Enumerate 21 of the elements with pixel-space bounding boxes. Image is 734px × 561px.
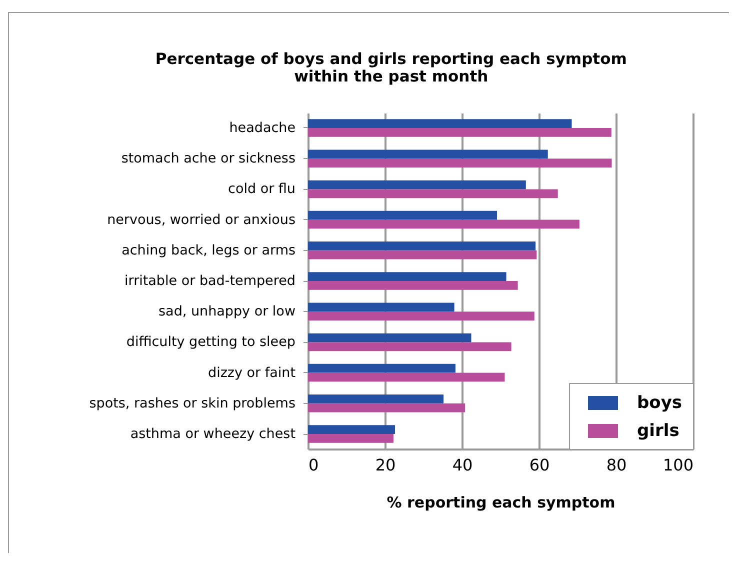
legend-label: girls — [637, 421, 680, 441]
y-tick-label: irritable or bad-tempered — [124, 273, 296, 289]
x-tick-label: 80 — [606, 456, 627, 474]
y-tick-label: asthma or wheezy chest — [130, 426, 296, 442]
x-tick-label: 0 — [308, 456, 319, 474]
y-tick-label: stomach ache or sickness — [121, 150, 296, 167]
x-tick-label: 40 — [452, 456, 473, 474]
chart-title: Percentage of boys and girls reporting each symptom within the past month — [155, 50, 627, 86]
y-tick-label: cold or flu — [228, 181, 296, 198]
y-tick-label: spots, rashes or skin problems — [89, 395, 296, 412]
x-tick-label: 60 — [529, 456, 550, 474]
x-tick-label: 20 — [375, 456, 396, 474]
y-tick-label: aching back, legs or arms — [122, 242, 296, 258]
y-tick-label: nervous, worried or anxious — [107, 212, 296, 228]
legend-label: boys — [637, 393, 682, 413]
y-tick-label: headache — [229, 120, 296, 136]
x-tick-label: 100 — [662, 456, 694, 474]
x-axis-title: % reporting each symptom — [386, 494, 616, 512]
y-tick-label: dizzy or faint — [208, 364, 296, 381]
y-tick-label: sad, unhappy or low — [158, 304, 296, 320]
y-tick-label: difficulty getting to sleep — [126, 334, 296, 350]
